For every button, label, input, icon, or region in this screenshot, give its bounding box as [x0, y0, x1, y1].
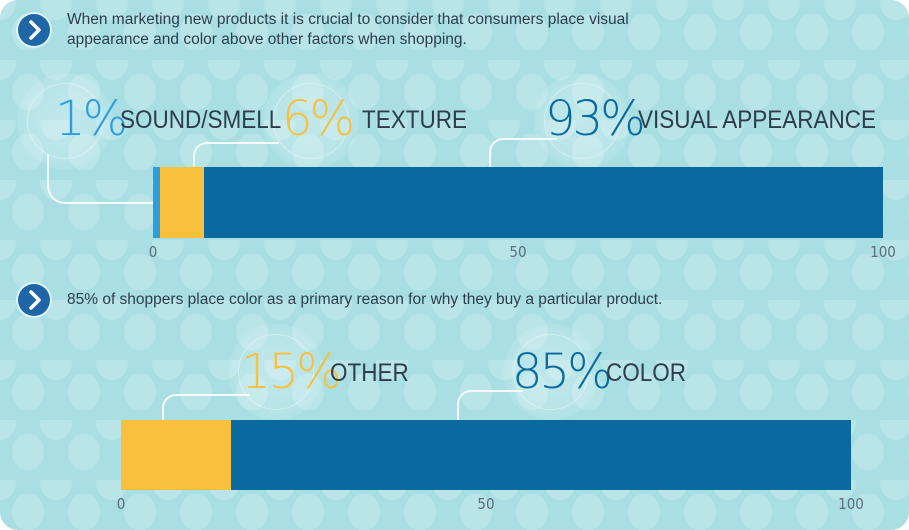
bar-segment-visual-appearance [204, 167, 883, 238]
category-label-sound-smell: SOUND/SMELL [120, 106, 282, 134]
label-circle [534, 73, 630, 169]
bar-segment-texture [160, 167, 205, 238]
pct-label-texture: 6% [282, 91, 355, 147]
bar-segment-other [121, 420, 231, 490]
label-circle [263, 73, 359, 169]
x-tick-label: 50 [477, 495, 495, 513]
category-label-color: COLOR [606, 359, 687, 387]
pct-label-color: 85% [512, 344, 613, 400]
bar-segment-color [230, 420, 851, 490]
x-tick-label: 0 [116, 495, 126, 513]
pct-label-other: 15% [241, 344, 342, 400]
caption-line: When marketing new products it is crucia… [67, 11, 629, 28]
caption-line: appearance and color above other factors… [67, 31, 467, 48]
chevron-right-icon[interactable] [18, 14, 50, 46]
connector-line [457, 390, 523, 420]
bar-segment-sound-smell [153, 167, 161, 238]
connector-line [162, 394, 250, 420]
chevron-right-icon[interactable] [18, 284, 50, 316]
section-1-caption: When marketing new products it is crucia… [67, 10, 629, 50]
category-label-other: OTHER [330, 359, 409, 387]
x-tick-label: 50 [509, 243, 527, 261]
x-tick-label: 0 [148, 243, 158, 261]
connector-line [489, 138, 557, 168]
caption-line: 85% of shoppers place color as a primary… [67, 291, 663, 308]
category-label-visual-appearance: VISUAL APPEARANCE [638, 106, 877, 134]
category-label-texture: TEXTURE [362, 106, 468, 134]
connector-line [47, 154, 153, 204]
connector-line [193, 142, 279, 170]
pct-label-sound-smell: 1% [55, 91, 128, 147]
x-tick-label: 100 [870, 243, 896, 261]
label-circle [503, 324, 599, 420]
pct-label-visual-appearance: 93% [545, 91, 646, 147]
x-tick-label: 100 [838, 495, 864, 513]
label-circle [17, 73, 113, 169]
section-2-caption: 85% of shoppers place color as a primary… [67, 290, 662, 310]
